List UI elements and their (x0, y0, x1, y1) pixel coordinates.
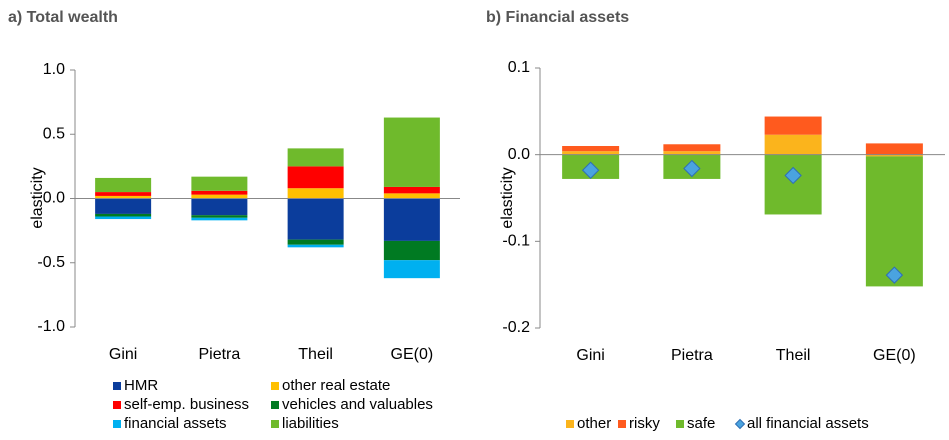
bar-segment (383, 198, 440, 241)
bar-segment (383, 240, 440, 261)
chart-title: a) Total wealth (8, 9, 118, 26)
y-tick-label: -0.2 (502, 319, 530, 336)
x-tick-label: Theil (776, 347, 811, 364)
legend-swatch (676, 420, 684, 428)
bar-segment (191, 215, 248, 218)
bar-segment (383, 260, 440, 279)
bar-segment (865, 156, 923, 287)
bar-segment (287, 198, 344, 240)
bar-segment (764, 134, 822, 155)
x-tick-label: Pietra (198, 346, 240, 363)
legend-marker (734, 418, 746, 430)
bar-segment (287, 244, 344, 248)
legend-label: other real estate (282, 377, 390, 394)
legend-label: vehicles and valuables (282, 396, 433, 413)
legend-swatch (271, 420, 279, 428)
marker (581, 161, 600, 179)
legend-swatch (113, 401, 121, 409)
bar-segment (191, 198, 248, 216)
x-tick-label: Theil (298, 346, 333, 363)
bar-segment (191, 190, 248, 195)
x-tick-label: Gini (576, 347, 604, 364)
legend-swatch (271, 382, 279, 390)
marker (885, 266, 904, 284)
bar-segment (663, 144, 721, 152)
bar-segment (383, 186, 440, 194)
bar-segment (95, 198, 152, 214)
marker (683, 159, 701, 178)
y-tick-label: 0.0 (43, 190, 65, 207)
bar-segment (562, 146, 620, 152)
bar-segment (95, 195, 152, 199)
bar-segment (764, 116, 822, 135)
legend-swatch (566, 420, 574, 428)
bar-segment (95, 192, 152, 196)
bar-segment (191, 194, 248, 199)
bar-segment (383, 193, 440, 199)
legend-swatch (113, 382, 121, 390)
legend-swatch (618, 420, 626, 428)
bar-segment (663, 151, 721, 155)
marker (784, 166, 802, 185)
bar-segment (764, 154, 822, 215)
y-axis-label: elasticity (29, 167, 46, 228)
legend-swatch (271, 401, 279, 409)
y-tick-label: -0.1 (502, 233, 530, 250)
bar-segment (95, 177, 152, 193)
legend-label: other (577, 415, 611, 432)
y-tick-label: 1.0 (43, 61, 65, 78)
bar-segment (95, 213, 152, 217)
bar-segment (191, 176, 248, 191)
legend-label: safe (687, 415, 715, 432)
bar-segment (383, 117, 440, 187)
y-axis-label: elasticity (499, 167, 516, 228)
legend-label: financial assets (124, 415, 227, 432)
bar-segment (287, 239, 344, 245)
y-tick-label: -0.5 (37, 254, 65, 271)
legend-swatch (113, 420, 121, 428)
y-tick-label: 0.1 (508, 59, 530, 76)
y-tick-label: 0.0 (508, 146, 530, 163)
legend-label: HMR (124, 377, 158, 394)
chart-title: b) Financial assets (486, 9, 629, 26)
bar-segment (562, 151, 620, 155)
legend-label: liabilities (282, 415, 339, 432)
x-tick-label: Gini (109, 346, 137, 363)
bar-segment (287, 188, 344, 199)
bar-segment (865, 154, 923, 157)
legend-label: risky (629, 415, 660, 432)
y-tick-label: 0.5 (43, 125, 65, 142)
bar-segment (287, 148, 344, 167)
x-tick-label: Pietra (671, 347, 713, 364)
legend-label: all financial assets (747, 415, 869, 432)
legend-label: self-emp. business (124, 396, 249, 413)
bar-segment (865, 143, 923, 155)
x-tick-label: GE(0) (391, 346, 434, 363)
x-tick-label: GE(0) (873, 347, 916, 364)
y-tick-label: -1.0 (37, 318, 65, 335)
bar-segment (95, 216, 152, 220)
bar-segment (287, 166, 344, 189)
bar-segment (191, 217, 248, 221)
